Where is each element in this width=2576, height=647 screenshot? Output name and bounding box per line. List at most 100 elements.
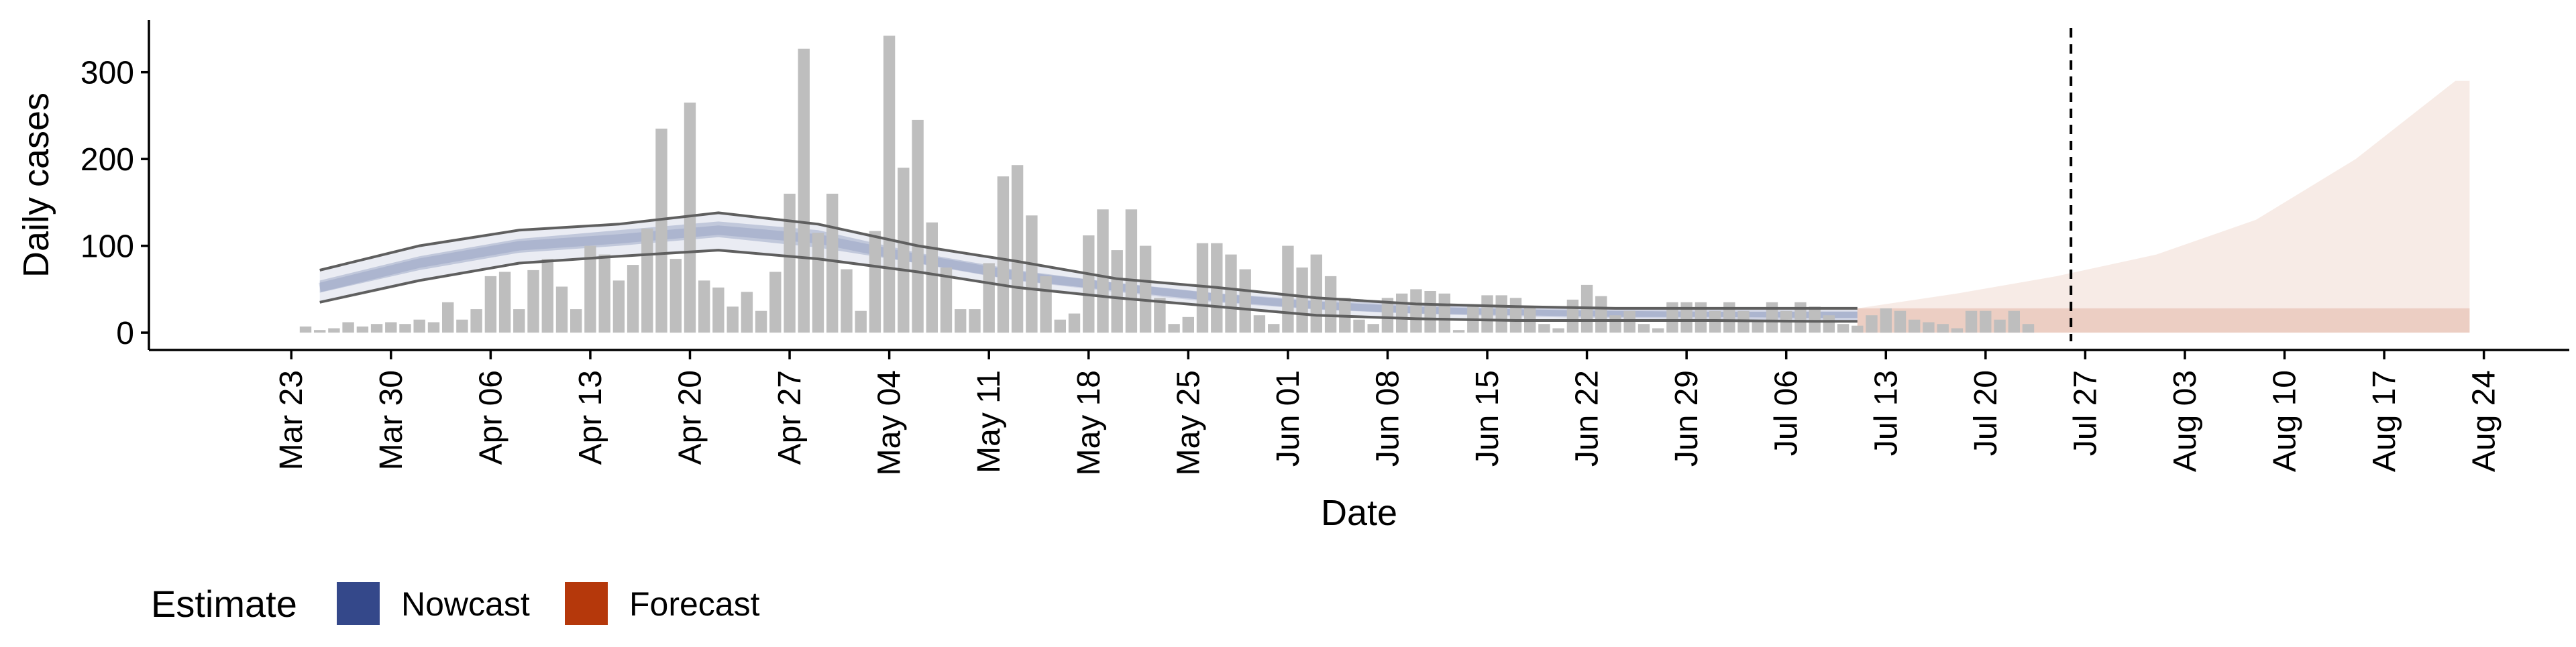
bar — [1282, 245, 1294, 333]
bar — [584, 245, 596, 333]
x-tick-label: Jul 06 — [1769, 370, 1805, 456]
legend: Estimate Nowcast Forecast — [151, 582, 760, 625]
y-tick-label: 100 — [80, 229, 134, 265]
bar — [755, 310, 767, 333]
bar — [655, 128, 667, 333]
bar — [912, 119, 924, 333]
bar — [769, 272, 782, 333]
bar — [2008, 310, 2020, 333]
bar — [1680, 302, 1693, 333]
bar — [798, 48, 810, 333]
bar — [356, 327, 369, 333]
x-tick-label: Jun 22 — [1570, 370, 1605, 467]
bar — [727, 306, 739, 333]
bar — [1125, 209, 1138, 333]
bar — [940, 268, 953, 333]
bar — [470, 309, 482, 333]
bar — [1481, 295, 1493, 333]
x-axis-title: Date — [1321, 493, 1397, 533]
bar — [570, 309, 582, 333]
bar — [1923, 322, 1935, 333]
bar — [328, 328, 340, 333]
bar — [1965, 310, 1978, 333]
bar — [698, 280, 710, 333]
legend-label-nowcast: Nowcast — [401, 585, 530, 623]
bar — [669, 259, 682, 333]
bar — [342, 322, 354, 333]
x-tick-label: Jun 29 — [1669, 370, 1705, 467]
bar — [1595, 296, 1607, 333]
x-tick-label: Mar 23 — [274, 370, 309, 470]
bar — [712, 287, 724, 333]
x-tick-label: Apr 13 — [573, 370, 608, 465]
x-tick-label: Jul 20 — [1968, 370, 2004, 456]
bar — [1695, 302, 1707, 333]
x-tick-label: Apr 27 — [772, 370, 808, 465]
y-axis-title: Daily cases — [16, 93, 56, 278]
x-tick-label: Jun 08 — [1370, 370, 1405, 467]
bar — [612, 280, 625, 333]
bar — [2022, 324, 2035, 333]
bar — [555, 286, 568, 333]
x-tick-label: Aug 03 — [2167, 370, 2203, 472]
y-tick-label: 200 — [80, 142, 134, 178]
bar — [1766, 302, 1778, 333]
bar — [1268, 324, 1280, 333]
bar — [1823, 315, 1835, 333]
bar — [1310, 254, 1322, 333]
bar — [1638, 324, 1650, 333]
bar — [1026, 215, 1038, 333]
bar — [1880, 308, 1892, 333]
bar — [1324, 276, 1337, 333]
y-tick-label: 300 — [80, 56, 134, 91]
x-tick-label: May 04 — [872, 370, 908, 475]
bar — [598, 254, 610, 333]
bar — [1652, 328, 1664, 333]
y-tick-label: 0 — [116, 316, 134, 351]
bar — [1097, 209, 1109, 333]
bar — [1452, 330, 1465, 333]
bar — [855, 310, 867, 333]
bar — [498, 272, 511, 333]
bar — [926, 222, 938, 333]
bar — [1851, 325, 1864, 333]
x-tick-label: May 11 — [971, 370, 1007, 473]
bar — [513, 309, 525, 333]
bar — [1937, 324, 1949, 333]
bar — [684, 103, 696, 333]
axes — [148, 20, 2569, 351]
bar — [741, 292, 753, 333]
bar — [1752, 322, 1764, 333]
bar — [883, 36, 896, 333]
legend-swatch-nowcast — [337, 582, 380, 625]
bar — [1410, 289, 1422, 333]
bar — [1794, 302, 1807, 333]
forecast-band-inner — [1857, 308, 2470, 333]
x-tick-label: Jun 01 — [1271, 370, 1306, 467]
bar — [784, 193, 796, 333]
bar — [826, 193, 839, 333]
bar — [1495, 295, 1507, 333]
bar — [1837, 324, 1849, 333]
legend-swatch-forecast — [565, 582, 608, 625]
bar — [1866, 315, 1878, 333]
bar — [1809, 306, 1821, 333]
x-tick-label: Aug 24 — [2467, 370, 2502, 472]
nowcast-interval-lines — [319, 211, 1858, 323]
x-tick-label: Apr 20 — [672, 370, 708, 465]
x-tick-label: Jul 13 — [1868, 370, 1904, 456]
bar — [812, 233, 824, 333]
bar — [1111, 250, 1123, 333]
bar — [1139, 245, 1152, 333]
x-tick-label: Mar 30 — [374, 370, 409, 470]
bar — [1296, 268, 1308, 333]
bar — [1509, 298, 1522, 333]
bar — [1894, 310, 1907, 333]
bar — [1054, 319, 1066, 333]
x-tick-label: Apr 06 — [473, 370, 508, 465]
bar — [1154, 298, 1166, 333]
forecast-bands — [1857, 80, 2470, 333]
bar — [1951, 328, 1964, 333]
